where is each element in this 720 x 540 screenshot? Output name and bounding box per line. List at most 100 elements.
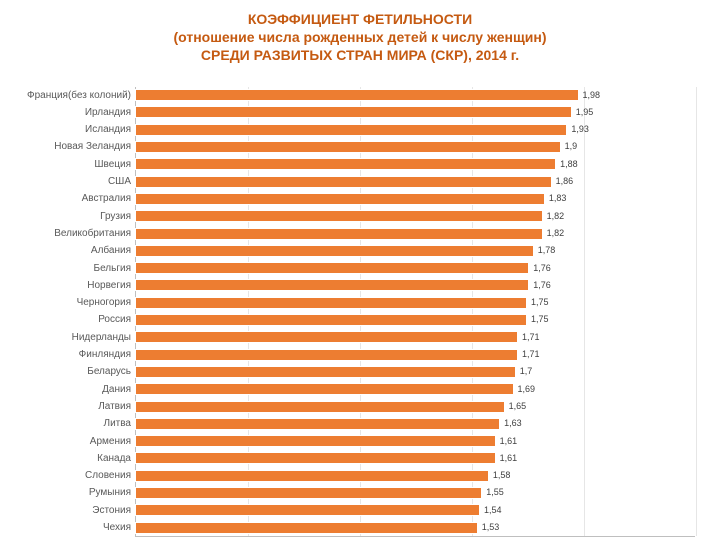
bar — [135, 176, 552, 188]
value-label: 1,75 — [531, 311, 549, 328]
category-label: Черногория — [15, 294, 131, 311]
bar — [135, 418, 500, 430]
value-label: 1,88 — [560, 156, 578, 173]
bar-row: Черногория1,75 — [15, 294, 705, 311]
bar-row: Новая Зеландия 1,9 — [15, 138, 705, 155]
value-label: 1,76 — [533, 260, 551, 277]
category-label: Латвия — [15, 398, 131, 415]
bar-row: Литва 1,63 — [15, 415, 705, 432]
bar-row: Канада 1,61 — [15, 450, 705, 467]
category-label: Ирландия — [15, 104, 131, 121]
value-label: 1,98 — [583, 87, 601, 104]
value-label: 1,65 — [509, 398, 527, 415]
bar-row: Беларусь 1,7 — [15, 363, 705, 380]
bar-row: США 1,86 — [15, 173, 705, 190]
bar — [135, 262, 529, 274]
bar — [135, 504, 480, 516]
value-label: 1,69 — [518, 381, 536, 398]
value-label: 1,78 — [538, 242, 556, 259]
bar — [135, 106, 572, 118]
bar-row: Швеция 1,88 — [15, 156, 705, 173]
bar — [135, 383, 514, 395]
bar — [135, 349, 518, 361]
category-label: Финляндия — [15, 346, 131, 363]
bar-row: Румыния 1,55 — [15, 484, 705, 501]
category-label: Австралия — [15, 190, 131, 207]
title-line-2: (отношение числа рожденных детей к числу… — [40, 28, 680, 46]
bar-row: Грузия 1,82 — [15, 208, 705, 225]
bar — [135, 89, 579, 101]
value-label: 1,55 — [486, 484, 504, 501]
bar-row: Бельгия1,76 — [15, 260, 705, 277]
category-label: Новая Зеландия — [15, 138, 131, 155]
bar — [135, 297, 527, 309]
value-label: 1,82 — [547, 225, 565, 242]
value-label: 1,61 — [500, 450, 518, 467]
value-label: 1,82 — [547, 208, 565, 225]
category-label: Франция(без колоний) — [15, 87, 131, 104]
title-line-1: КОЭФФИЦИЕНТ ФЕТИЛЬНОСТИ — [40, 10, 680, 28]
category-label: Нидерланды — [15, 329, 131, 346]
bar-row: Дания 1,69 — [15, 381, 705, 398]
bar — [135, 141, 561, 153]
value-label: 1,7 — [520, 363, 533, 380]
bar — [135, 158, 556, 170]
category-label: Норвегия — [15, 277, 131, 294]
category-label: Румыния — [15, 484, 131, 501]
bar-row: Нидерланды 1,71 — [15, 329, 705, 346]
bar — [135, 279, 529, 291]
bar — [135, 401, 505, 413]
bar-row: Албания 1,78 — [15, 242, 705, 259]
value-label: 1,83 — [549, 190, 567, 207]
value-label: 1,9 — [565, 138, 578, 155]
bar-row: Франция(без колоний) 1,98 — [15, 87, 705, 104]
bar-row: Австралия 1,83 — [15, 190, 705, 207]
category-label: США — [15, 173, 131, 190]
bar — [135, 331, 518, 343]
value-label: 1,63 — [504, 415, 522, 432]
bar — [135, 245, 534, 257]
chart-title-block: КОЭФФИЦИЕНТ ФЕТИЛЬНОСТИ (отношение числа… — [0, 0, 720, 69]
value-label: 1,71 — [522, 329, 540, 346]
bar — [135, 314, 527, 326]
bar — [135, 487, 482, 499]
category-label: Албания — [15, 242, 131, 259]
category-label: Великобритания — [15, 225, 131, 242]
bar-row: Россия 1,75 — [15, 311, 705, 328]
category-label: Литва — [15, 415, 131, 432]
value-label: 1,71 — [522, 346, 540, 363]
category-label: Швеция — [15, 156, 131, 173]
bar — [135, 452, 496, 464]
bar — [135, 210, 543, 222]
category-label: Россия — [15, 311, 131, 328]
chart-area: Франция(без колоний) 1,98 Ирландия 1,95Исла… — [15, 87, 705, 537]
bar-row: Ирландия 1,95 — [15, 104, 705, 121]
value-label: 1,58 — [493, 467, 511, 484]
category-label: Канада — [15, 450, 131, 467]
bar-row: Чехия 1,53 — [15, 519, 705, 536]
bar — [135, 522, 478, 534]
category-label: Дания — [15, 381, 131, 398]
bar — [135, 435, 496, 447]
bar-row: Великобритания 1,82 — [15, 225, 705, 242]
value-label: 1,53 — [482, 519, 500, 536]
category-label: Эстония — [15, 502, 131, 519]
category-label: Чехия — [15, 519, 131, 536]
bar-row: Исландия1,93 — [15, 121, 705, 138]
bar-row: Норвегия 1,76 — [15, 277, 705, 294]
value-label: 1,86 — [556, 173, 574, 190]
category-label: Грузия — [15, 208, 131, 225]
value-label: 1,93 — [571, 121, 589, 138]
category-label: Армения — [15, 433, 131, 450]
category-label: Словения — [15, 467, 131, 484]
bar — [135, 366, 516, 378]
value-label: 1,76 — [533, 277, 551, 294]
bar-row: Словения 1,58 — [15, 467, 705, 484]
bar — [135, 470, 489, 482]
value-label: 1,54 — [484, 502, 502, 519]
category-label: Беларусь — [15, 363, 131, 380]
bar — [135, 193, 545, 205]
bar-row: Латвия 1,65 — [15, 398, 705, 415]
value-label: 1,95 — [576, 104, 594, 121]
bar-row: Армения1,61 — [15, 433, 705, 450]
